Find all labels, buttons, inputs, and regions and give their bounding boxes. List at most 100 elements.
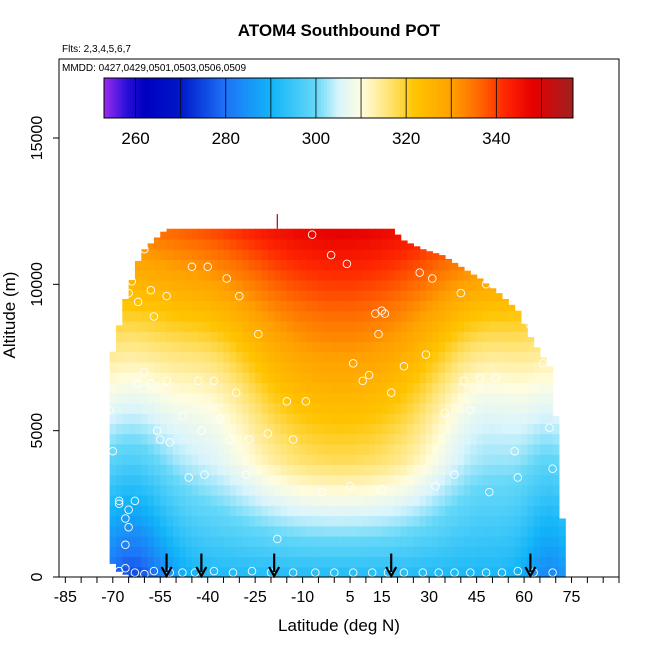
heatmap-cell <box>400 505 408 517</box>
heatmap-cell <box>407 515 414 527</box>
heatmap-cell <box>286 249 294 261</box>
heatmap-cell <box>286 361 294 373</box>
heatmap-cell <box>255 382 263 394</box>
heatmap-cell <box>280 413 288 424</box>
heatmap-cell <box>375 249 383 261</box>
heatmap-cell <box>482 464 490 476</box>
heatmap-cell <box>128 392 136 404</box>
heatmap-cell <box>527 337 535 343</box>
heatmap-cell <box>293 372 301 383</box>
heatmap-cell <box>172 310 180 322</box>
heatmap-cell <box>400 300 408 312</box>
heatmap-cell <box>191 269 199 281</box>
heatmap-cell <box>122 392 130 404</box>
colorbar-segment <box>534 78 539 118</box>
heatmap-cell <box>369 536 376 547</box>
heatmap-cell <box>293 413 301 424</box>
heatmap-cell <box>274 382 282 394</box>
heatmap-cell <box>350 423 357 435</box>
heatmap-cell <box>210 372 218 383</box>
heatmap-cell <box>426 433 433 445</box>
colorbar-segment <box>552 78 556 118</box>
heatmap-cell <box>312 300 320 312</box>
heatmap-cell <box>172 320 180 332</box>
heatmap-cell <box>476 351 484 363</box>
heatmap-cell <box>267 505 275 517</box>
heatmap-cell <box>191 474 199 486</box>
heatmap-cell <box>463 361 471 373</box>
heatmap-cell <box>128 402 136 414</box>
heatmap-cell <box>527 392 535 404</box>
heatmap-cell <box>470 495 478 506</box>
colorbar-segment <box>540 78 545 118</box>
heatmap-cell <box>147 402 155 414</box>
heatmap-cell <box>248 290 256 302</box>
heatmap-cell <box>299 536 307 547</box>
heatmap-cell <box>153 341 161 353</box>
heatmap-cell <box>331 515 339 527</box>
heatmap-cell <box>533 423 541 435</box>
heatmap-cell <box>356 413 364 424</box>
heatmap-cell <box>501 474 509 486</box>
colorbar-segment <box>165 78 169 118</box>
heatmap-cell <box>229 269 237 281</box>
sample-point <box>288 435 298 444</box>
heatmap-cell <box>343 279 351 291</box>
heatmap-cell <box>248 556 256 568</box>
heatmap-cell <box>261 454 269 465</box>
colorbar-segment <box>423 78 427 118</box>
heatmap-cell <box>394 300 402 312</box>
heatmap-cell <box>426 392 433 404</box>
heatmap-cell <box>141 566 149 578</box>
colorbar-segment <box>517 78 521 118</box>
heatmap-cell <box>293 484 301 496</box>
heatmap-cell <box>539 423 547 435</box>
colorbar-segment <box>276 78 281 118</box>
heatmap-cell <box>394 249 402 261</box>
heatmap-cell <box>476 505 484 517</box>
heatmap-cell <box>400 495 408 506</box>
heatmap-cell <box>229 382 237 394</box>
heatmap-cell <box>293 392 301 404</box>
heatmap-cell <box>204 259 212 271</box>
heatmap-cell <box>261 556 269 568</box>
sample-point <box>288 568 298 577</box>
sample-point <box>254 329 263 339</box>
heatmap-cell <box>305 269 313 281</box>
heatmap-cell <box>204 382 212 394</box>
heatmap-cell <box>369 392 376 404</box>
heatmap-cell <box>217 515 225 527</box>
sample-point <box>374 329 383 339</box>
heatmap-cell <box>546 556 554 568</box>
colorbar-segment <box>350 78 354 118</box>
heatmap-cell <box>147 243 155 250</box>
heatmap-cell <box>179 556 187 568</box>
heatmap-cell <box>166 300 174 312</box>
heatmap-cell <box>223 382 231 394</box>
heatmap-cell <box>331 505 339 517</box>
heatmap-cell <box>172 382 180 394</box>
heatmap-cell <box>318 546 326 558</box>
heatmap-cell <box>501 464 509 476</box>
heatmap-cell <box>514 351 522 363</box>
heatmap-cell <box>457 536 465 547</box>
heatmap-cell <box>299 525 307 537</box>
heatmap-cell <box>147 443 155 455</box>
heatmap-cell <box>198 402 206 414</box>
heatmap-cell <box>463 402 471 414</box>
heatmap-cell <box>426 351 433 363</box>
heatmap-cell <box>179 290 187 302</box>
colorbar: 260 280 300 320 340 <box>103 77 574 148</box>
heatmap-cell <box>350 505 357 517</box>
heatmap-cells <box>109 228 566 578</box>
heatmap-cell <box>394 536 402 547</box>
heatmap-cell <box>356 259 364 271</box>
heatmap-cell <box>286 454 294 465</box>
heatmap-cell <box>407 413 414 424</box>
heatmap-cell <box>191 310 199 322</box>
colorbar-segment <box>139 78 143 118</box>
heatmap-cell <box>343 228 351 240</box>
heatmap-cell <box>286 300 294 312</box>
heatmap-cell <box>400 402 408 414</box>
heatmap-cell <box>426 310 433 322</box>
